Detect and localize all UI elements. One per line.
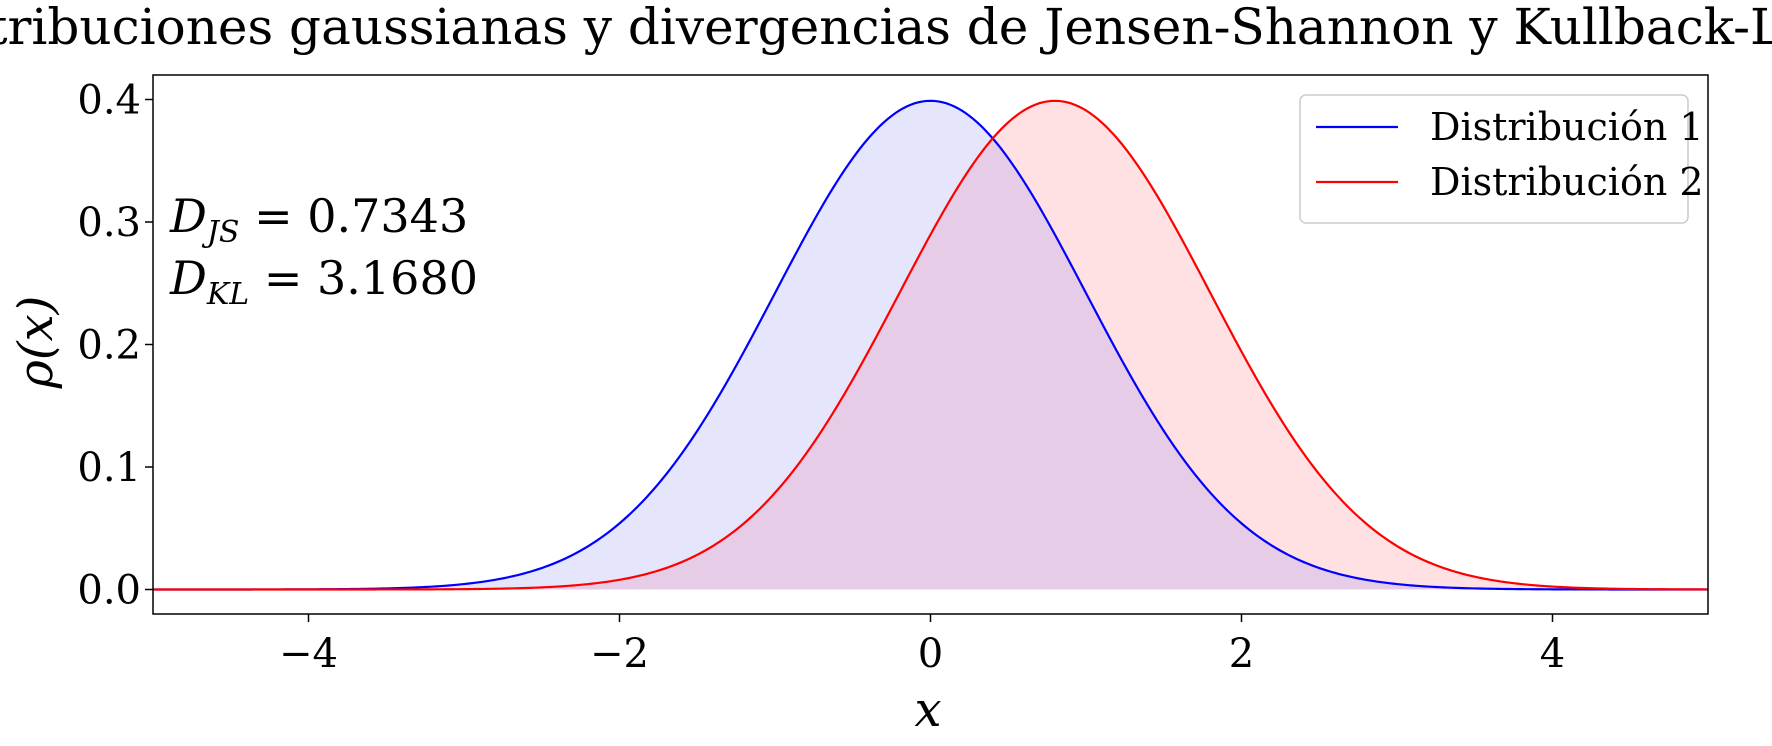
divergence-annotation: DKL = 3.1680 [169,251,478,312]
divergence-annotation: DJS = 0.7343 [169,189,468,250]
x-tick-label: 4 [1540,631,1565,677]
y-tick-label: 0.3 [77,200,141,246]
chart-title: Distribuciones gaussianas y divergencias… [0,0,1772,56]
y-tick-label: 0.2 [77,323,141,369]
x-tick-label: −2 [590,631,649,677]
y-axis: 0.0 0.1 0.2 0.3 0.4 [77,78,153,614]
y-tick-label: 0.0 [77,568,141,614]
y-tick-label: 0.4 [77,78,141,124]
series-2-line [153,99,1708,591]
legend-label: Distribución 1 [1430,105,1704,149]
overlap-fill [153,138,1708,590]
series-layer [153,99,1708,591]
x-axis-label: x [914,682,941,738]
x-axis: −4 −2 0 2 4 [279,614,1565,677]
y-tick-label: 0.1 [77,445,141,491]
y-axis-label: ρ(x) [8,296,64,390]
series-1-line [153,99,1708,591]
x-tick-label: 2 [1229,631,1254,677]
x-tick-label: −4 [279,631,338,677]
x-tick-label: 0 [918,631,943,677]
legend-label: Distribución 2 [1430,160,1704,204]
legend: Distribución 1 Distribución 2 [1299,94,1704,224]
